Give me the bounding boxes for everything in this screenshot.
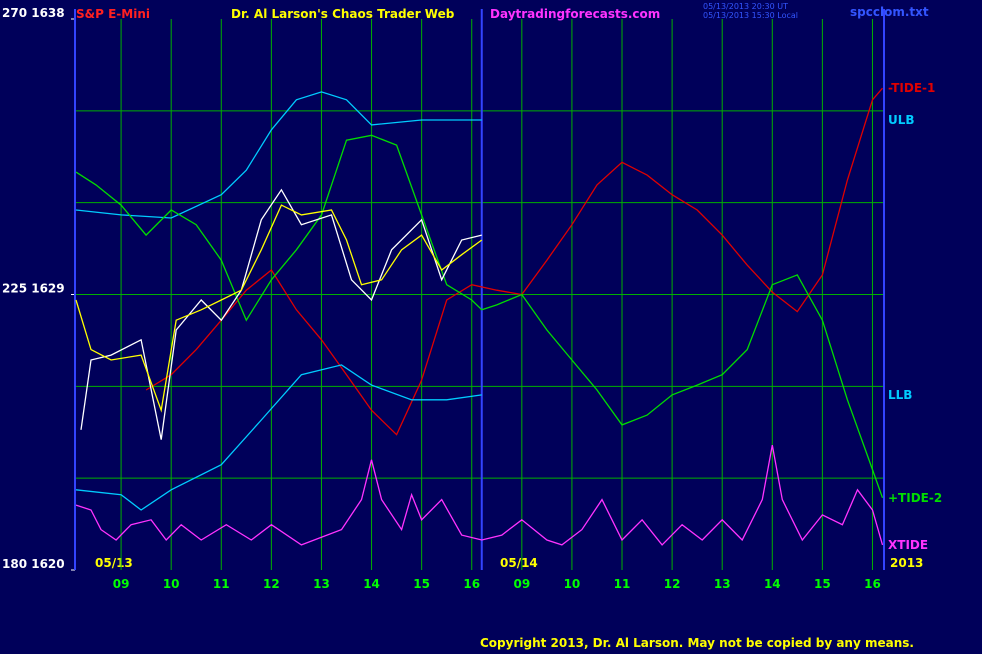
date-label: 2013: [890, 556, 923, 570]
x-tick-label: 16: [463, 577, 480, 591]
x-tick-label: 09: [513, 577, 530, 591]
x-tick-label: 16: [864, 577, 881, 591]
timestamp: 05/13/2013 20:30 UT: [703, 2, 788, 11]
x-tick-label: 15: [413, 577, 430, 591]
x-tick-label: 13: [313, 577, 330, 591]
x-tick-label: 12: [263, 577, 280, 591]
x-tick-label: 13: [714, 577, 731, 591]
x-tick-label: 11: [213, 577, 230, 591]
y-tick-label: 270 1638: [2, 6, 65, 20]
file-name: spcclom.txt: [850, 5, 929, 19]
chart-title: Dr. Al Larson's Chaos Trader Web: [231, 7, 455, 21]
y-tick-label: 225 1629: [2, 282, 65, 296]
timestamp: 05/13/2013 15:30 Local: [703, 11, 798, 20]
series-line: [75, 134, 884, 499]
copyright: Copyright 2013, Dr. Al Larson. May not b…: [480, 636, 914, 650]
chart-title: Daytradingforecasts.com: [490, 7, 660, 21]
legend-label: +TIDE-2: [888, 491, 942, 505]
series-line: [75, 204, 483, 413]
x-tick-label: 10: [564, 577, 581, 591]
legend-label: LLB: [888, 388, 912, 402]
x-tick-label: 11: [614, 577, 631, 591]
series-line: [80, 188, 482, 440]
series-line: [75, 91, 482, 219]
legend-label: -TIDE-1: [888, 81, 935, 95]
series-line: [75, 364, 482, 511]
series-line: [75, 444, 884, 546]
x-tick-label: 12: [664, 577, 681, 591]
date-label: 05/13: [95, 556, 133, 570]
x-tick-label: 14: [363, 577, 380, 591]
date-label: 05/14: [500, 556, 538, 570]
x-tick-label: 10: [163, 577, 180, 591]
legend-label: XTIDE: [888, 538, 928, 552]
x-tick-label: 15: [814, 577, 831, 591]
x-tick-label: 09: [113, 577, 130, 591]
chart-title: S&P E-Mini: [76, 7, 150, 21]
y-tick-label: 180 1620: [2, 557, 65, 571]
legend-label: ULB: [888, 113, 915, 127]
x-tick-label: 14: [764, 577, 781, 591]
